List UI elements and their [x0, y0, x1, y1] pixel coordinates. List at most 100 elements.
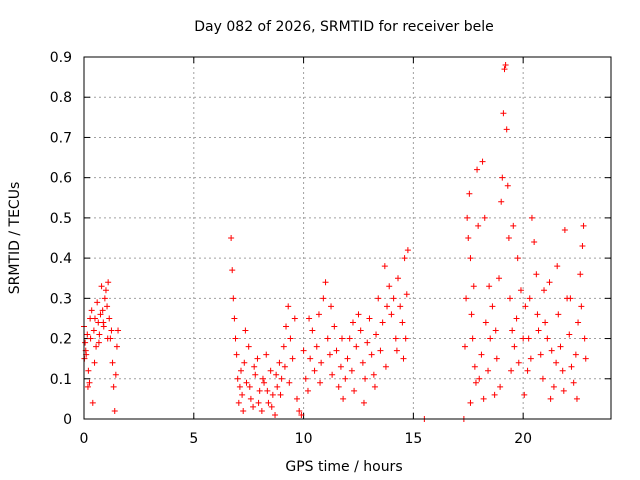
data-point	[287, 335, 294, 342]
data-point	[273, 371, 280, 378]
data-point	[322, 279, 329, 286]
data-point	[357, 327, 364, 334]
data-point	[472, 379, 479, 386]
data-point	[522, 303, 529, 310]
data-point	[481, 214, 488, 221]
data-point	[497, 383, 504, 390]
data-point	[86, 379, 93, 386]
y-tick-label: 0.6	[50, 171, 72, 187]
data-point	[514, 255, 521, 262]
data-point	[272, 411, 279, 418]
data-point	[566, 331, 573, 338]
data-point	[235, 399, 242, 406]
data-point	[362, 375, 369, 382]
y-tick-label: 0	[63, 412, 72, 428]
data-point	[360, 399, 367, 406]
data-point	[555, 311, 562, 318]
data-point	[296, 407, 303, 414]
data-point	[269, 391, 276, 398]
data-point	[110, 383, 117, 390]
data-point	[531, 239, 538, 246]
data-point	[233, 351, 240, 358]
data-point	[366, 315, 373, 322]
data-point	[503, 126, 510, 133]
data-point	[485, 367, 492, 374]
data-point	[245, 343, 252, 350]
data-point	[93, 343, 100, 350]
data-point	[539, 375, 546, 382]
data-point	[315, 311, 322, 318]
x-tick-label: 5	[189, 431, 198, 447]
data-point	[486, 283, 493, 290]
data-point	[94, 299, 101, 306]
data-point	[382, 363, 389, 370]
data-point	[550, 383, 557, 390]
data-point	[311, 367, 318, 374]
data-point	[395, 275, 402, 282]
data-point	[349, 319, 356, 326]
data-point	[243, 379, 250, 386]
data-point	[580, 222, 587, 229]
data-point	[515, 359, 522, 366]
data-point	[511, 343, 518, 350]
data-point	[501, 66, 508, 73]
data-point	[90, 327, 97, 334]
data-point	[524, 367, 531, 374]
data-point	[112, 371, 119, 378]
data-point	[111, 407, 118, 414]
data-point	[348, 367, 355, 374]
data-point	[106, 315, 113, 322]
data-point	[364, 339, 371, 346]
data-point	[510, 222, 517, 229]
data-point	[493, 355, 500, 362]
x-tick-label: 15	[404, 431, 422, 447]
data-point	[373, 331, 380, 338]
data-point	[230, 295, 237, 302]
data-point	[289, 355, 296, 362]
data-point	[85, 367, 92, 374]
data-point	[228, 235, 235, 241]
data-point	[393, 347, 400, 354]
data-point	[400, 355, 407, 362]
data-point	[104, 335, 111, 342]
data-point	[384, 303, 391, 310]
data-point	[300, 347, 307, 354]
data-point	[91, 359, 98, 366]
data-point	[293, 395, 300, 402]
data-point	[247, 395, 254, 402]
data-point	[326, 351, 333, 358]
x-tick-labels: 0 5 10 15 20	[80, 431, 533, 447]
data-point	[229, 267, 236, 274]
data-point	[337, 363, 344, 370]
x-tick-label: 0	[80, 431, 89, 447]
y-tick-label: 0.5	[50, 211, 72, 227]
data-point	[528, 214, 535, 221]
data-point	[465, 235, 472, 241]
y-axis-title: SRMTID / TECUs	[7, 182, 23, 295]
data-point	[281, 363, 288, 370]
data-point	[346, 335, 353, 342]
data-point	[351, 387, 358, 394]
data-point	[318, 359, 325, 366]
data-point	[89, 399, 96, 406]
data-point	[533, 271, 540, 278]
data-point	[331, 323, 338, 330]
data-point	[95, 339, 102, 346]
data-point	[267, 367, 274, 374]
data-point	[461, 343, 468, 350]
data-point	[496, 275, 503, 282]
data-point	[109, 359, 116, 366]
data-point	[513, 315, 520, 322]
data-point	[525, 335, 532, 342]
data-point	[379, 319, 386, 326]
data-point	[399, 319, 406, 326]
data-point	[84, 383, 91, 390]
data-point	[259, 375, 266, 382]
data-point	[96, 331, 103, 338]
data-point	[274, 383, 281, 390]
data-point	[560, 387, 567, 394]
data-point	[307, 355, 314, 362]
data-point	[329, 371, 336, 378]
